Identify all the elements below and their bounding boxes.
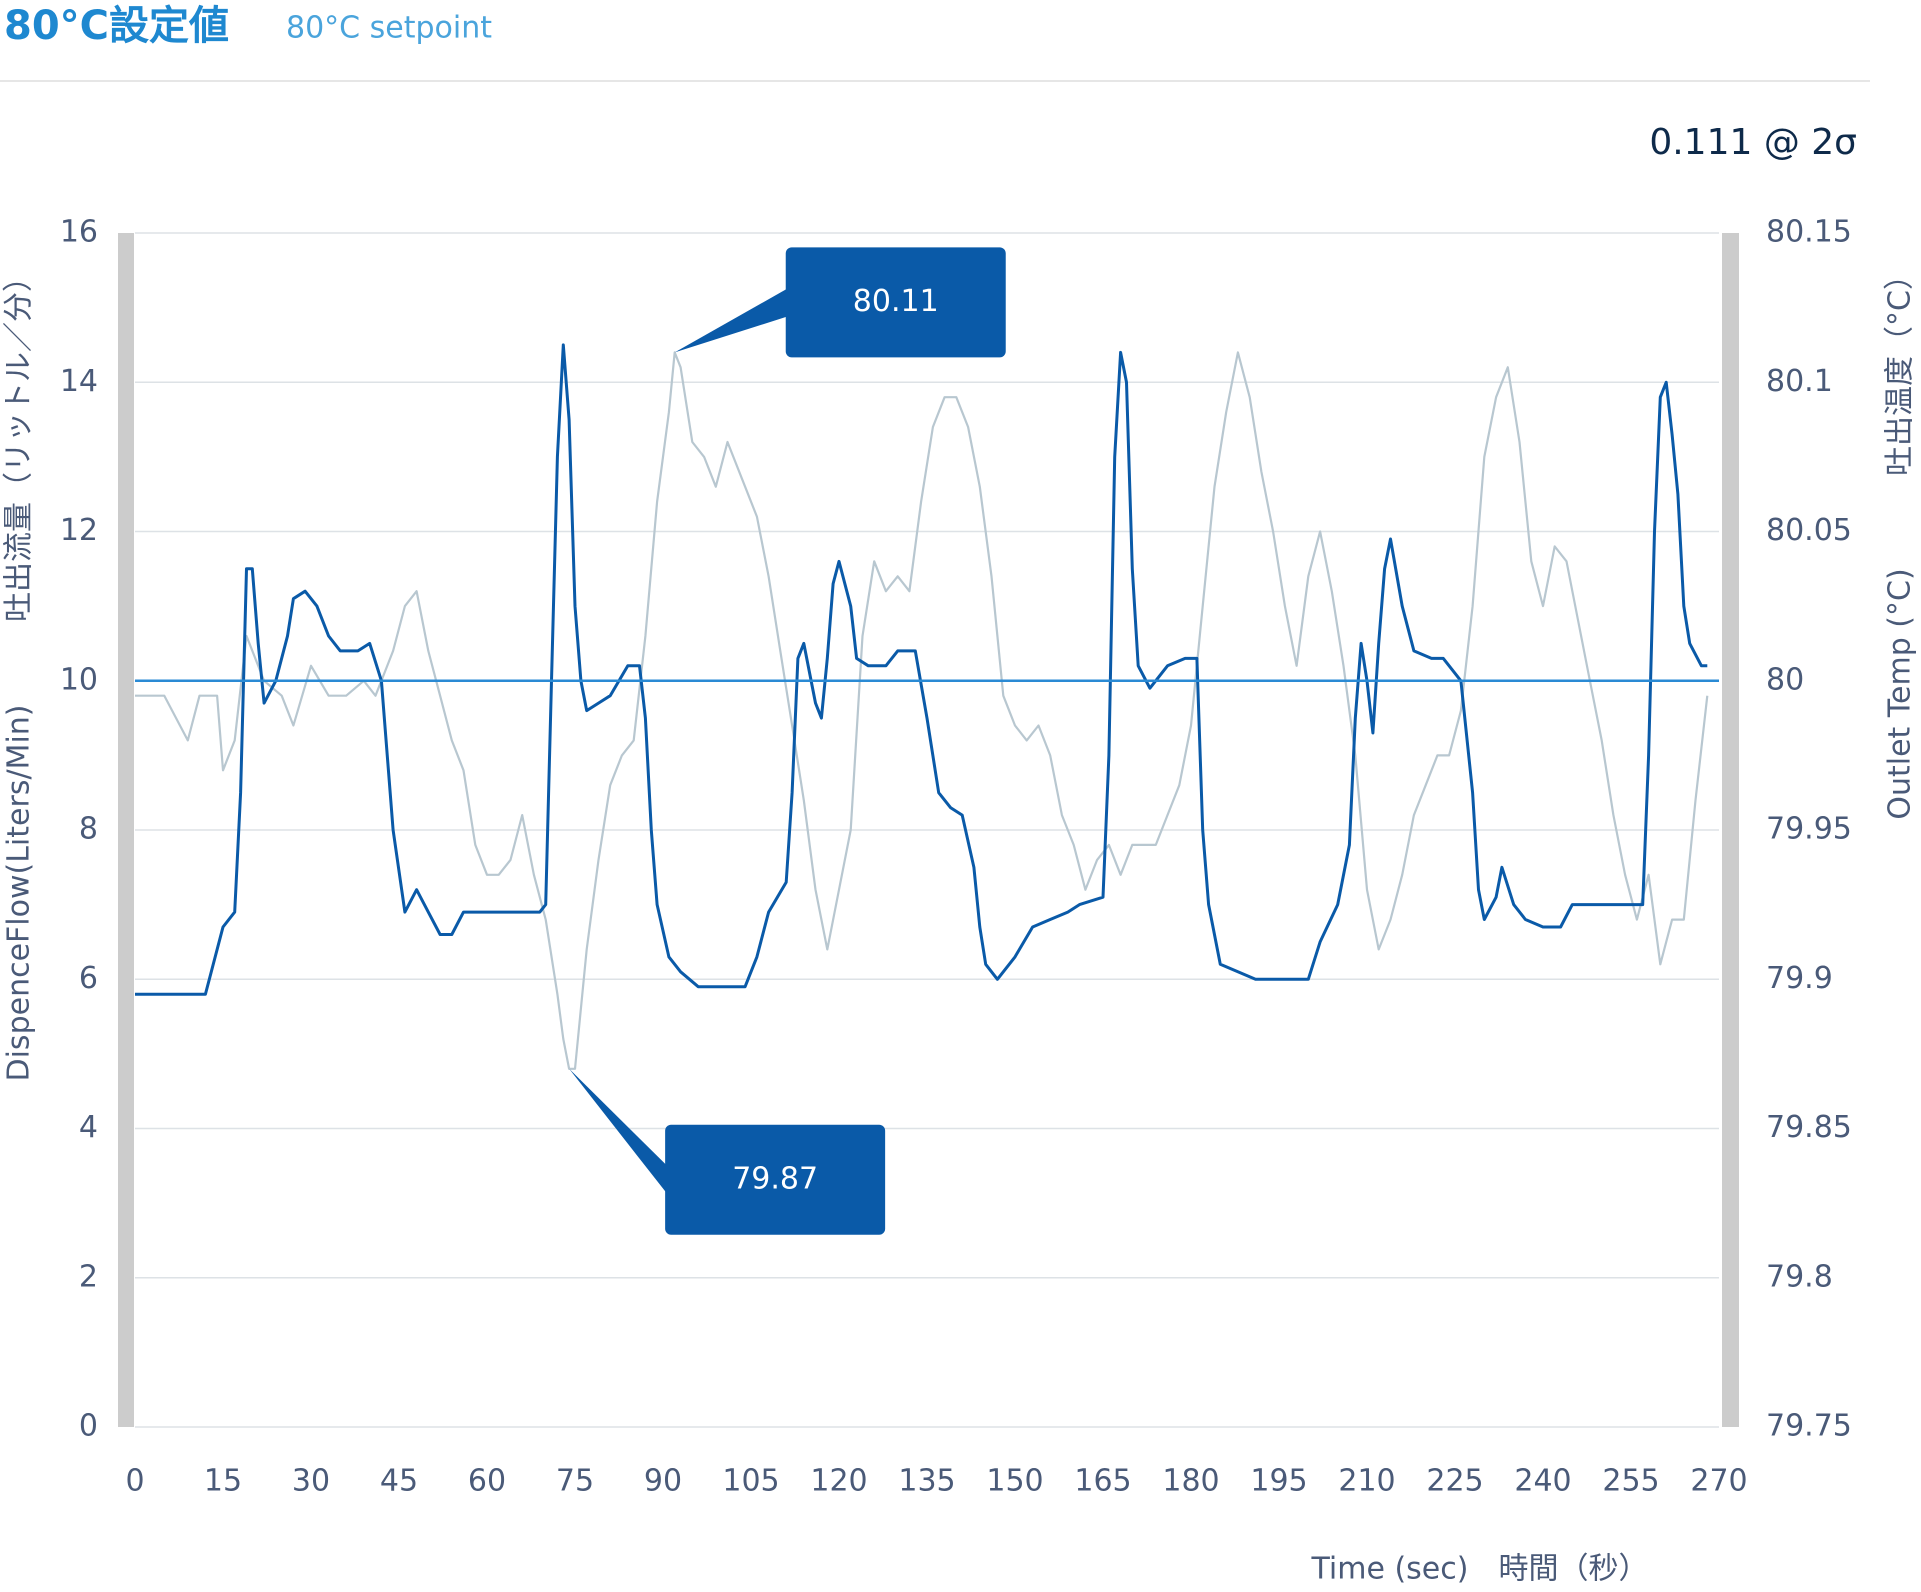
y2-axis-label: Outlet Temp (°C) (1883, 568, 1918, 819)
callout-label: 79.87 (732, 1161, 818, 1196)
y2-tick-label: 79.75 (1766, 1409, 1852, 1444)
x-tick-label: 0 (125, 1464, 144, 1499)
x-axis-label: Time (sec) 時間（秒） (1311, 1552, 1649, 1587)
y2-tick-label: 80.05 (1766, 513, 1852, 548)
y-axis-label-ja: 吐出流量（リットル／分） (2, 262, 37, 622)
x-tick-label: 135 (898, 1464, 955, 1499)
x-tick-label: 90 (644, 1464, 682, 1499)
chart-subtitle: 80°C setpoint (286, 11, 492, 46)
y-tick-label: 4 (79, 1110, 98, 1145)
x-tick-label: 60 (468, 1464, 506, 1499)
x-tick-label: 270 (1690, 1464, 1747, 1499)
x-tick-label: 165 (1074, 1464, 1131, 1499)
y2-axis-label-ja: 吐出温度（°C） (1883, 260, 1918, 476)
x-tick-label: 195 (1250, 1464, 1307, 1499)
x-tick-label: 120 (810, 1464, 867, 1499)
y-tick-label: 8 (79, 812, 98, 847)
callout-pointer (674, 288, 788, 353)
x-tick-label: 225 (1426, 1464, 1483, 1499)
right-axis-bar (1722, 233, 1739, 1427)
series-line (135, 343, 1708, 996)
x-tick-label: 150 (986, 1464, 1043, 1499)
y-tick-label: 12 (60, 513, 98, 548)
callout-box (785, 247, 1006, 358)
x-tick-label: 240 (1514, 1464, 1571, 1499)
x-tick-label: 210 (1338, 1464, 1395, 1499)
callout-pointer (569, 1068, 668, 1194)
x-tick-label: 15 (204, 1464, 242, 1499)
y2-tick-label: 80.1 (1766, 364, 1833, 399)
y2-tick-label: 80.15 (1766, 215, 1852, 250)
callout-label: 80.11 (853, 284, 939, 319)
x-tick-label: 45 (380, 1464, 418, 1499)
y2-tick-label: 79.95 (1766, 812, 1852, 847)
y-tick-label: 10 (60, 662, 98, 697)
stat-label: 0.111 @ 2σ (1649, 122, 1857, 163)
x-tick-label: 30 (292, 1464, 330, 1499)
y-axis-label: DispenceFlow(Liters/Min) (2, 705, 37, 1082)
chart-title: 80°C設定値 (4, 3, 229, 49)
x-tick-label: 180 (1162, 1464, 1219, 1499)
y-tick-label: 2 (79, 1259, 98, 1294)
y2-tick-label: 80 (1766, 662, 1804, 697)
left-axis-bar (118, 233, 134, 1427)
y2-tick-label: 79.8 (1766, 1259, 1833, 1294)
y-tick-label: 16 (60, 215, 98, 250)
y-tick-label: 14 (60, 364, 98, 399)
y2-tick-label: 79.9 (1766, 961, 1833, 996)
y-tick-label: 0 (79, 1409, 98, 1444)
callout-box (665, 1124, 886, 1235)
y-tick-label: 6 (79, 961, 98, 996)
x-tick-label: 105 (722, 1464, 779, 1499)
x-tick-label: 75 (556, 1464, 594, 1499)
series-line (135, 351, 1709, 1070)
x-tick-label: 255 (1602, 1464, 1659, 1499)
y2-tick-label: 79.85 (1766, 1110, 1852, 1145)
